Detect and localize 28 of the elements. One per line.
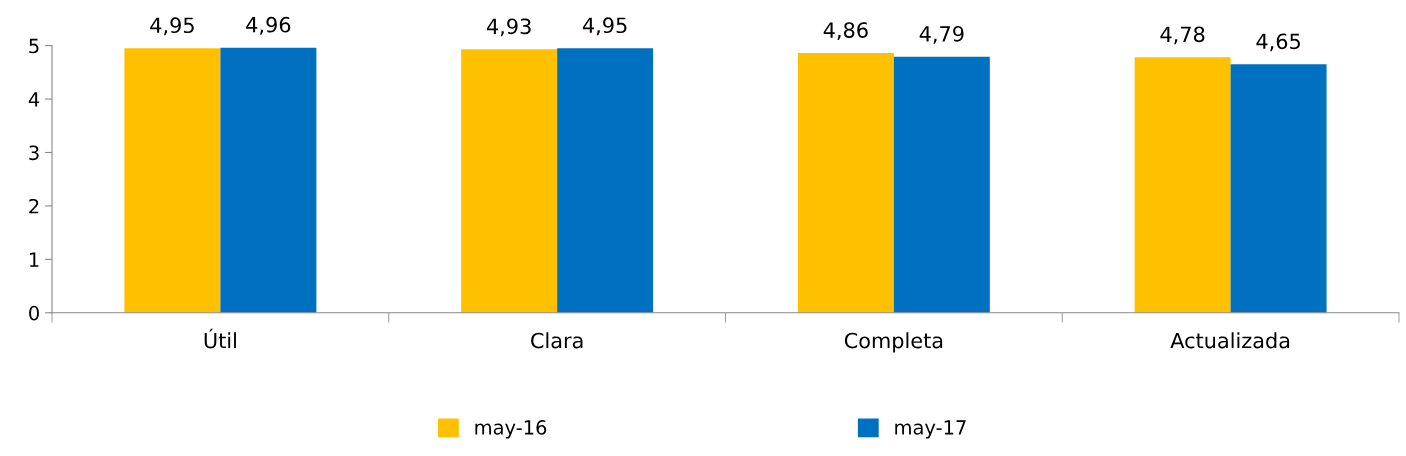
data-label: 4,93 [486,18,531,37]
data-label: 4,78 [1160,26,1205,45]
data-label: 4,86 [823,22,868,41]
bar [557,48,654,313]
bar [1230,64,1327,313]
bar [461,49,558,313]
data-label: 4,95 [582,17,627,36]
data-label: 4,96 [246,16,291,35]
x-tick-label: Actualizada [1170,332,1290,349]
bar [220,47,317,313]
bar [1134,57,1231,313]
y-tick-label: 2 [29,198,39,214]
legend-label: may-17 [895,420,966,439]
y-tick-label: 1 [29,252,39,267]
y-tick-label: 3 [29,145,39,161]
data-label: 4,95 [150,17,194,36]
x-tick-label: Clara [531,332,583,349]
legend-label: may-16 [475,420,547,439]
y-tick-label: 5 [29,38,39,54]
y-tick-label: 0 [29,305,39,321]
bar [797,53,894,313]
bar [124,48,221,313]
bar [893,56,990,313]
x-tick-label: Útil [204,328,236,349]
x-tick-label: Completa [844,332,943,353]
y-tick-label: 4 [28,92,40,107]
data-label: 4,79 [919,25,964,44]
data-label: 4,65 [1256,33,1300,52]
